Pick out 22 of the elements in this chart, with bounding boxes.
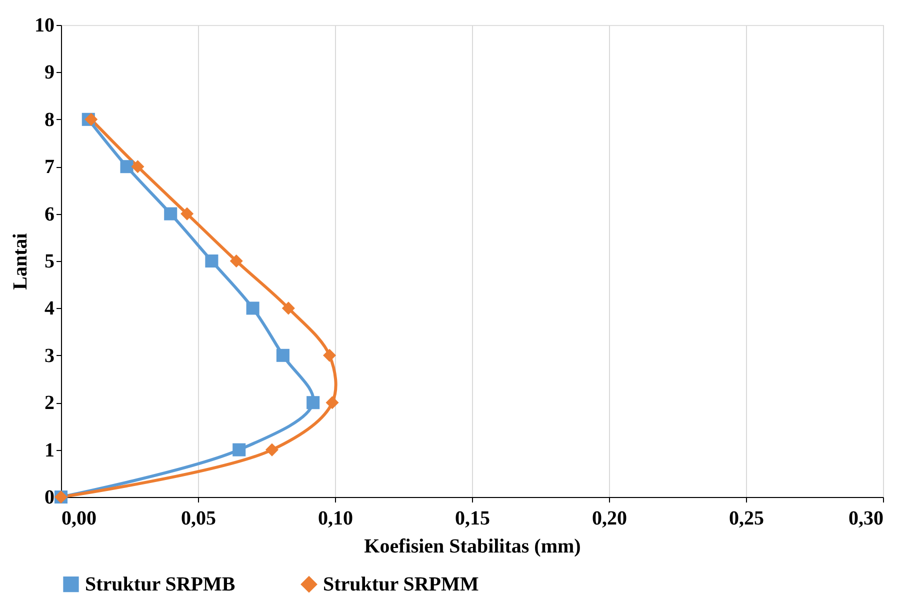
x-tick-label: 0,05 (181, 508, 216, 530)
y-tick-label: 1 (44, 439, 54, 462)
y-tick-label: 9 (44, 62, 54, 84)
y-tick-label: 6 (44, 203, 54, 226)
x-axis-title: Koefisien Stabilitas (mm) (364, 536, 581, 558)
x-tick-label: 0,00 (62, 508, 96, 530)
y-tick-label: 3 (44, 344, 54, 367)
x-tick-label: 0,20 (592, 508, 627, 530)
legend-label: Struktur SRPMM (323, 573, 479, 596)
legend-label: Struktur SRPMB (85, 573, 236, 596)
y-tick-label: 0 (44, 486, 54, 508)
y-tick-label: 8 (44, 108, 54, 131)
y-tick-label: 7 (44, 156, 54, 178)
x-tick-label: 0,15 (455, 508, 490, 530)
y-tick-label: 5 (44, 250, 54, 272)
x-tick-label: 0,25 (729, 508, 764, 530)
y-tick-label: 10 (34, 14, 54, 36)
y-axis-title: Lantai (10, 232, 32, 290)
y-tick-label: 4 (44, 298, 54, 320)
x-tick-label: 0,10 (318, 508, 353, 530)
x-tick-label: 0,30 (848, 508, 884, 530)
y-tick-label: 2 (44, 392, 54, 414)
